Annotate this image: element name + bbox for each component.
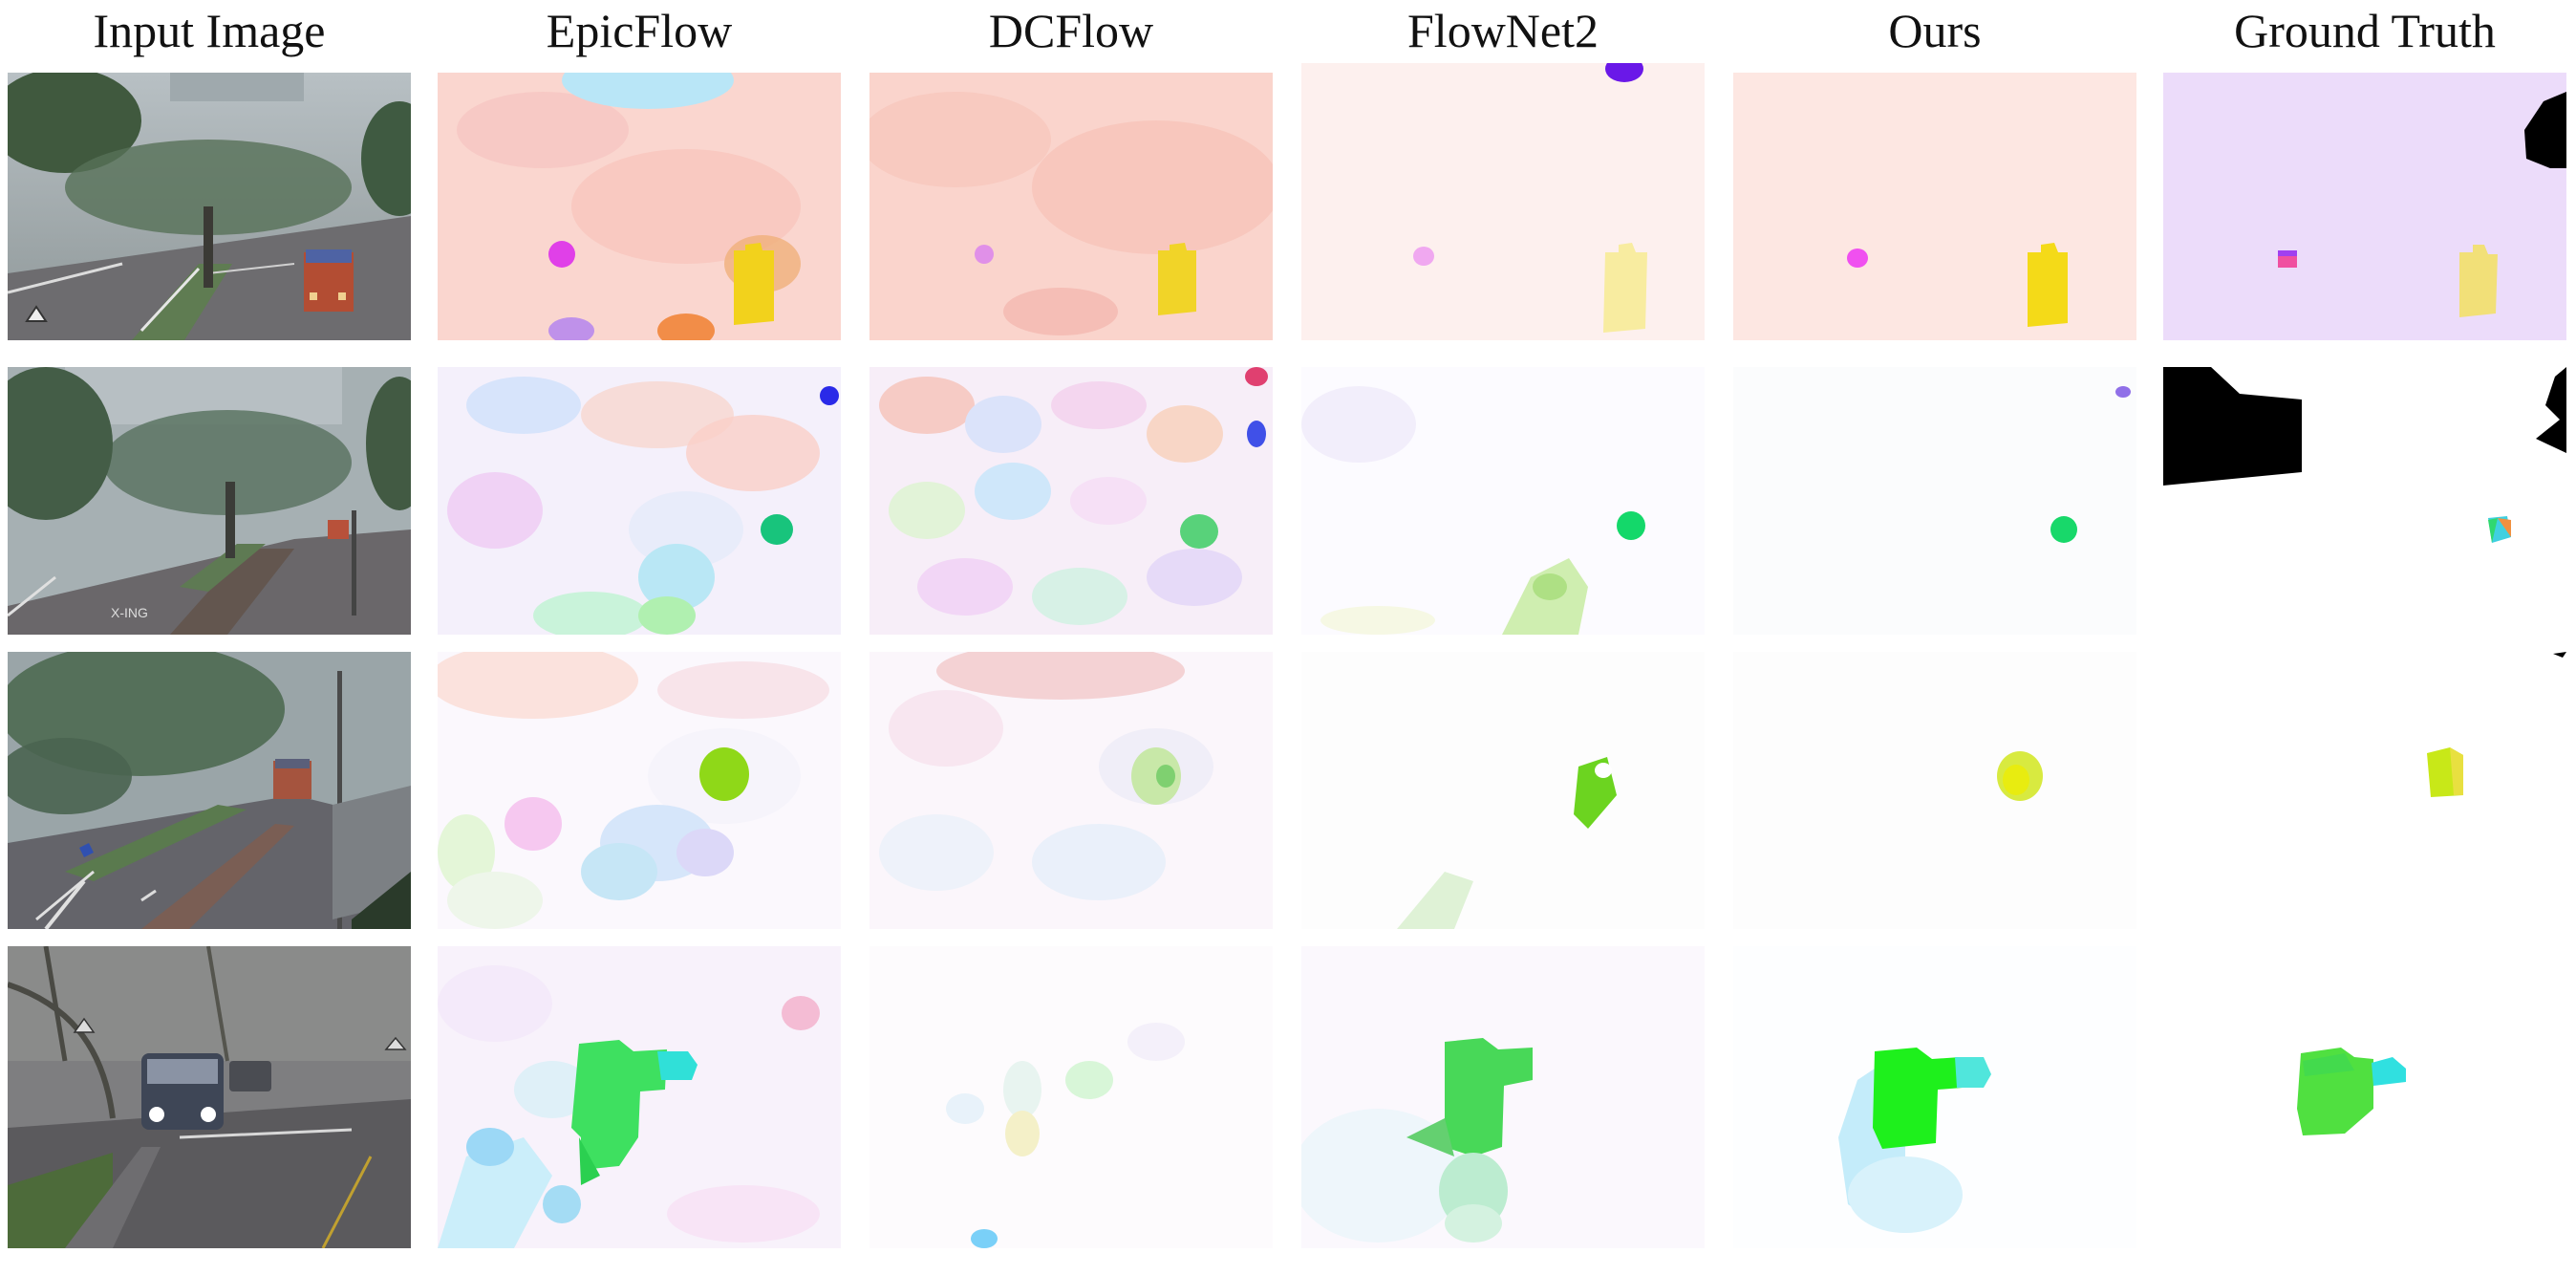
ground-truth-row-2	[2163, 367, 2566, 635]
ours-result-row-4	[1733, 946, 2136, 1248]
input-image-row-3	[8, 652, 411, 929]
column-header-ours: Ours	[1888, 4, 1982, 57]
flownet2-result-row-3	[1301, 652, 1705, 929]
epicflow-result-row-2	[438, 367, 841, 635]
road-marking-text: X-ING	[111, 605, 148, 620]
ground-truth-row-1	[2163, 73, 2566, 340]
ground-truth-row-4	[2163, 946, 2566, 1248]
ours-result-row-1	[1733, 73, 2136, 340]
ground-truth-row-3	[2163, 642, 2566, 929]
column-header-ground-truth: Ground Truth	[2234, 4, 2496, 57]
flownet2-result-row-4	[1301, 946, 1705, 1248]
dcflow-result-row-3	[869, 652, 1273, 929]
epicflow-result-row-1	[438, 73, 841, 340]
dcflow-result-row-1	[869, 73, 1273, 340]
epicflow-result-row-4	[438, 946, 841, 1248]
column-header-epicflow: EpicFlow	[546, 4, 733, 57]
column-header-dcflow: DCFlow	[988, 4, 1154, 57]
column-header-input: Input Image	[93, 4, 326, 57]
epicflow-result-row-3	[438, 652, 841, 929]
input-image-row-2: X-ING	[8, 367, 411, 635]
flownet2-result-row-2	[1301, 367, 1705, 635]
column-header-flownet2: FlowNet2	[1407, 4, 1599, 57]
dcflow-result-row-4	[869, 946, 1273, 1248]
ours-result-row-2	[1733, 367, 2136, 635]
input-image-row-4	[8, 946, 411, 1248]
flownet2-result-row-1	[1301, 63, 1705, 340]
input-image-row-1	[8, 73, 411, 340]
ours-result-row-3	[1733, 652, 2136, 929]
dcflow-result-row-2	[869, 367, 1273, 635]
